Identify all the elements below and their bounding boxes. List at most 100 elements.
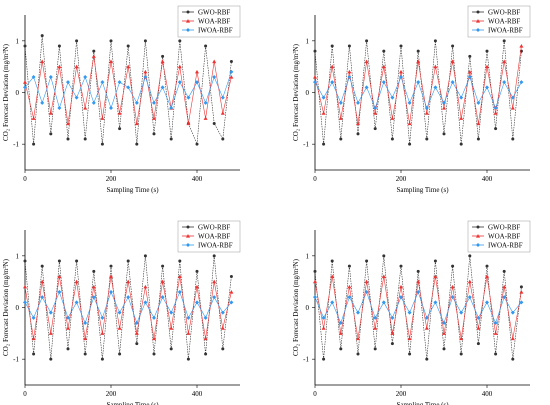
data-point bbox=[118, 127, 122, 131]
y-tick-label: -1 bbox=[303, 356, 309, 364]
data-point bbox=[177, 274, 182, 279]
data-point bbox=[510, 310, 515, 315]
data-point bbox=[186, 121, 191, 126]
data-point bbox=[365, 39, 369, 43]
x-tick-label: 200 bbox=[106, 390, 117, 398]
data-point bbox=[186, 357, 190, 361]
data-point bbox=[373, 111, 378, 115]
data-point bbox=[152, 352, 156, 356]
data-point bbox=[126, 279, 131, 284]
data-point bbox=[519, 285, 523, 289]
data-point bbox=[322, 357, 326, 361]
data-point bbox=[339, 137, 343, 141]
data-point bbox=[467, 69, 472, 74]
data-point bbox=[220, 111, 225, 115]
data-point bbox=[442, 106, 446, 110]
x-axis-title: Sampling Time (s) bbox=[106, 401, 159, 405]
data-point bbox=[203, 116, 208, 120]
data-point bbox=[399, 44, 403, 48]
data-point bbox=[40, 264, 44, 268]
data-point bbox=[100, 142, 104, 146]
data-point bbox=[502, 80, 507, 85]
data-point bbox=[92, 49, 96, 53]
y-tick-label: -1 bbox=[13, 141, 19, 149]
data-point bbox=[433, 300, 438, 305]
data-point bbox=[109, 264, 113, 268]
data-point bbox=[451, 44, 455, 48]
chart-panel: 0 200 400 -1 0 1 Sampling Time (s) CO₂ Forecast… bbox=[292, 5, 531, 194]
data-point bbox=[450, 80, 455, 85]
data-point bbox=[407, 336, 412, 341]
data-point bbox=[91, 54, 96, 58]
data-point bbox=[450, 284, 455, 289]
data-point bbox=[229, 69, 234, 74]
data-point bbox=[195, 300, 199, 305]
data-point bbox=[519, 44, 524, 48]
x-tick-label: 400 bbox=[482, 390, 493, 398]
data-point bbox=[381, 64, 386, 69]
data-point bbox=[519, 290, 524, 294]
data-point bbox=[476, 315, 481, 320]
data-point bbox=[48, 310, 53, 315]
x-axis-title: Sampling Time (s) bbox=[396, 401, 449, 405]
data-point bbox=[74, 279, 79, 284]
y-axis-title: CO₂ Forecast Deviation (mg/m³N) bbox=[2, 43, 10, 141]
data-point bbox=[160, 59, 165, 64]
data-point bbox=[212, 122, 216, 125]
data-point bbox=[57, 64, 62, 69]
legend-marker bbox=[476, 243, 480, 247]
data-point bbox=[407, 100, 412, 105]
data-point bbox=[91, 284, 96, 289]
data-point bbox=[510, 106, 515, 110]
data-point bbox=[48, 331, 53, 335]
data-point bbox=[450, 295, 455, 300]
data-point bbox=[408, 352, 412, 356]
data-point bbox=[442, 347, 446, 351]
data-point bbox=[186, 331, 191, 335]
data-point bbox=[32, 142, 36, 146]
y-tick-label: -1 bbox=[13, 356, 19, 364]
data-point bbox=[347, 295, 352, 300]
data-point bbox=[511, 137, 515, 141]
data-point bbox=[356, 121, 360, 126]
data-point bbox=[160, 279, 165, 284]
data-point bbox=[48, 75, 53, 79]
data-point bbox=[459, 95, 464, 100]
data-point bbox=[476, 137, 480, 141]
data-point bbox=[83, 75, 88, 79]
data-point bbox=[459, 310, 464, 315]
data-point bbox=[313, 80, 317, 85]
data-point bbox=[424, 111, 429, 115]
data-point bbox=[467, 75, 472, 79]
data-point bbox=[365, 259, 369, 263]
data-point bbox=[23, 284, 27, 289]
data-point bbox=[74, 300, 79, 305]
data-point bbox=[356, 132, 360, 136]
data-point bbox=[109, 274, 113, 279]
data-point bbox=[23, 300, 27, 305]
data-point bbox=[212, 254, 216, 258]
data-point bbox=[57, 44, 61, 48]
data-point bbox=[161, 54, 165, 58]
data-point bbox=[373, 326, 378, 330]
legend-marker bbox=[476, 28, 480, 32]
data-point bbox=[83, 106, 88, 110]
data-point bbox=[494, 127, 498, 131]
y-axis-title: CO₂ Forecast Deviation (mg/m³N) bbox=[292, 258, 300, 356]
x-tick-label: 400 bbox=[482, 175, 493, 183]
data-point bbox=[485, 264, 489, 268]
data-point bbox=[407, 310, 412, 315]
data-point bbox=[100, 116, 105, 120]
data-point bbox=[330, 300, 335, 305]
data-point bbox=[178, 259, 182, 263]
data-point bbox=[109, 106, 113, 110]
data-point bbox=[212, 295, 217, 300]
data-point bbox=[57, 290, 62, 294]
x-tick-label: 400 bbox=[192, 390, 203, 398]
data-point bbox=[48, 111, 53, 115]
data-point bbox=[476, 326, 481, 330]
data-point bbox=[160, 295, 165, 300]
data-point bbox=[212, 59, 217, 64]
data-point bbox=[49, 357, 53, 361]
